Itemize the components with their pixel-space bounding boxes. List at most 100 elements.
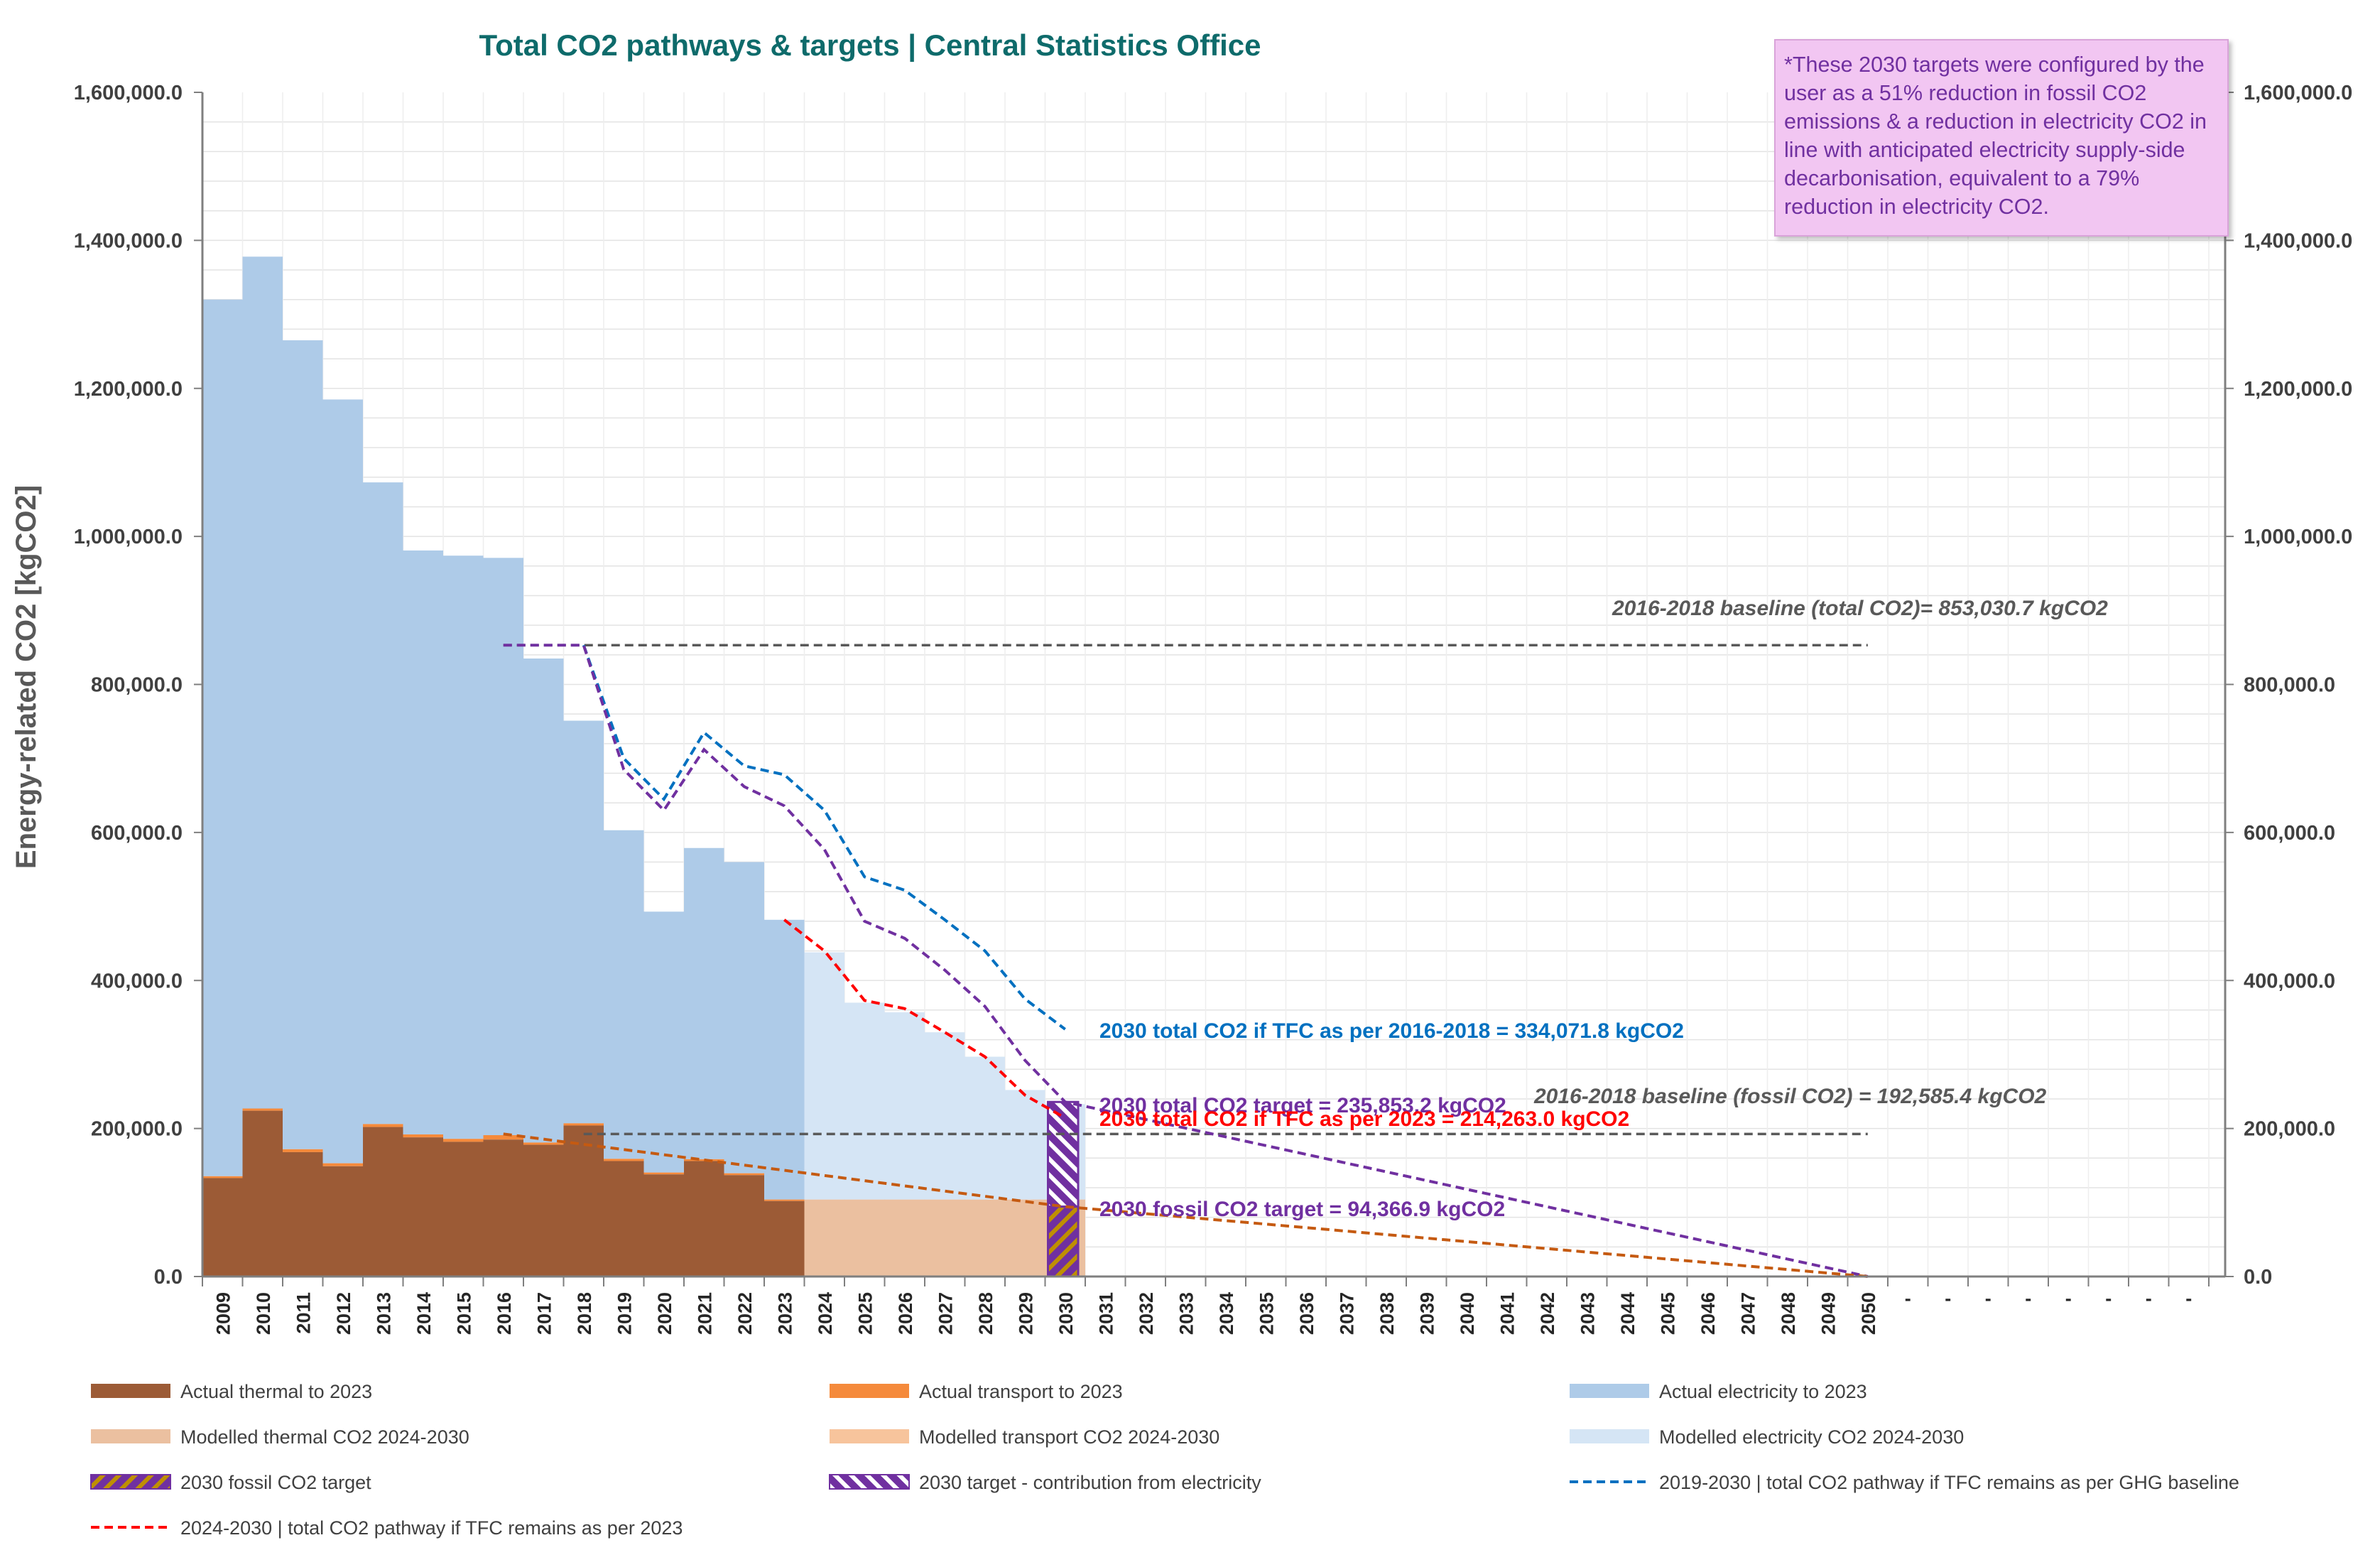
bar-actual-thermal xyxy=(563,1125,604,1277)
x-tick-label: 2044 xyxy=(1617,1292,1639,1335)
baseline-total-label: 2016-2018 baseline (total CO2)= 853,030.… xyxy=(1612,597,2108,620)
legend: Actual thermal to 2023 Actual transport t… xyxy=(90,1381,2239,1539)
bar-actual-transport xyxy=(443,1139,484,1142)
x-tick-label-empty: - xyxy=(2105,1288,2112,1309)
x-tick-label: 2036 xyxy=(1296,1292,1317,1335)
legend-swatch xyxy=(1570,1429,1649,1443)
bar-actual-transport xyxy=(684,1159,724,1161)
bar-modelled-electricity xyxy=(965,1056,1005,1200)
x-tick-label: 2045 xyxy=(1657,1292,1678,1335)
x-tick-label: 2028 xyxy=(975,1292,996,1335)
target-note: *These 2030 targets were configured by t… xyxy=(1774,39,2229,237)
x-tick-label: 2046 xyxy=(1697,1292,1719,1335)
legend-swatch-hatch xyxy=(90,1474,171,1490)
x-tick-label: 2013 xyxy=(373,1292,394,1335)
legend-label: Modelled electricity CO2 2024-2030 xyxy=(1659,1426,1964,1448)
x-tick-label: 2024 xyxy=(815,1292,836,1335)
legend-swatch xyxy=(91,1429,170,1443)
x-tick-label: 2021 xyxy=(694,1292,715,1335)
x-tick-label-empty: - xyxy=(2185,1288,2192,1309)
bar-actual-thermal xyxy=(283,1151,323,1277)
legend-swatch xyxy=(830,1429,909,1443)
legend-swatch xyxy=(1570,1384,1649,1398)
bar-actual-electricity xyxy=(202,299,243,1176)
x-tick-label: 2027 xyxy=(935,1292,956,1335)
y-tick-label: 0.0 xyxy=(154,1266,183,1289)
y-tick-label: 1,000,000.0 xyxy=(74,526,183,548)
x-tick-label: 2048 xyxy=(1778,1292,1799,1335)
bar-actual-electricity xyxy=(604,830,644,1159)
y-tick-label-right: 0.0 xyxy=(2244,1266,2272,1289)
bar-modelled-electricity xyxy=(925,1032,965,1200)
x-tick-label-empty: - xyxy=(1945,1288,1951,1309)
y-tick-label: 400,000.0 xyxy=(91,970,183,992)
legend-label: Actual thermal to 2023 xyxy=(180,1381,372,1402)
x-tick-label: 2031 xyxy=(1095,1292,1116,1335)
legend-swatch xyxy=(91,1384,170,1398)
annotation-2030-tfc-baseline: 2030 total CO2 if TFC as per 2016-2018 =… xyxy=(1099,1019,1684,1043)
bar-actual-transport xyxy=(724,1173,764,1176)
bar-actual-transport xyxy=(643,1172,684,1175)
x-tick-label: 2030 xyxy=(1055,1292,1077,1335)
x-tick-label-empty: - xyxy=(1905,1288,1911,1309)
x-tick-label: 2038 xyxy=(1376,1292,1398,1335)
bar-actual-transport xyxy=(283,1149,323,1152)
bar-actual-transport xyxy=(764,1199,805,1201)
x-tick-label: 2011 xyxy=(293,1292,314,1334)
y-tick-label-right: 1,400,000.0 xyxy=(2244,229,2352,252)
bar-actual-thermal xyxy=(764,1201,805,1277)
bar-actual-transport xyxy=(563,1123,604,1126)
x-tick-label: 2026 xyxy=(895,1292,916,1335)
x-tick-label-empty: - xyxy=(2025,1288,2031,1309)
x-tick-label: 2037 xyxy=(1336,1292,1357,1335)
bar-modelled-thermal xyxy=(804,1199,844,1277)
y-tick-label-right: 400,000.0 xyxy=(2244,970,2335,992)
y-tick-label: 200,000.0 xyxy=(91,1118,183,1141)
legend-label: 2024-2030 | total CO2 pathway if TFC rem… xyxy=(180,1517,683,1539)
bar-actual-transport xyxy=(363,1124,403,1127)
y-tick-label-right: 200,000.0 xyxy=(2244,1118,2335,1141)
bar-actual-transport xyxy=(322,1163,363,1166)
x-tick-label: 2040 xyxy=(1457,1292,1478,1335)
bar-modelled-thermal xyxy=(1005,1199,1045,1277)
x-tick-label: 2020 xyxy=(654,1292,675,1335)
legend-swatch xyxy=(830,1384,909,1398)
bar-modelled-electricity xyxy=(884,1012,925,1200)
x-tick-label: 2041 xyxy=(1496,1292,1518,1335)
annotation-2030-fossil-target: 2030 fossil CO2 target = 94,366.9 kgCO2 xyxy=(1099,1198,1505,1221)
y-tick-label: 1,200,000.0 xyxy=(74,378,183,401)
bar-actual-electricity xyxy=(643,911,684,1173)
x-tick-label: 2016 xyxy=(494,1292,515,1335)
bar-actual-thermal xyxy=(403,1137,443,1277)
x-tick-label: 2050 xyxy=(1858,1292,1879,1335)
legend-label: Actual electricity to 2023 xyxy=(1659,1381,1867,1402)
x-tick-label: 2042 xyxy=(1537,1292,1558,1335)
x-tick-label: 2032 xyxy=(1136,1292,1157,1335)
annotation-2030-tfc-2023: 2030 total CO2 if TFC as per 2023 = 214,… xyxy=(1099,1107,1629,1131)
x-tick-label-empty: - xyxy=(1985,1288,1992,1309)
bar-actual-electricity xyxy=(563,720,604,1124)
bar-actual-transport xyxy=(523,1142,564,1145)
y-tick-label: 600,000.0 xyxy=(91,822,183,845)
bar-actual-electricity xyxy=(684,847,724,1159)
legend-swatch-hatch xyxy=(829,1474,910,1490)
bar-modelled-electricity xyxy=(804,952,844,1200)
baseline-fossil-label: 2016-2018 baseline (fossil CO2) = 192,58… xyxy=(1533,1085,2047,1108)
x-tick-label: 2047 xyxy=(1737,1292,1759,1335)
bar-modelled-electricity xyxy=(1005,1090,1045,1200)
target-bar-fossil xyxy=(1047,1205,1080,1278)
x-tick-label: 2014 xyxy=(413,1292,435,1335)
pathway-target-line xyxy=(503,644,1869,1278)
x-tick-label: 2034 xyxy=(1216,1292,1237,1335)
x-tick-label: 2017 xyxy=(533,1292,555,1335)
x-tick-label: 2039 xyxy=(1416,1292,1438,1335)
y-axis-label: Energy-related CO2 [kgCO2] xyxy=(11,485,42,869)
bar-actual-transport xyxy=(403,1134,443,1138)
target-bar-electricity xyxy=(1047,1100,1080,1208)
x-tick-label: 2015 xyxy=(453,1292,474,1335)
bar-actual-electricity xyxy=(764,919,805,1200)
x-tick-label: 2035 xyxy=(1256,1292,1277,1335)
x-tick-label: 2049 xyxy=(1817,1292,1839,1335)
pathway-baseline-tfc-line xyxy=(582,644,1066,1031)
legend-label: 2030 target - contribution from electric… xyxy=(919,1472,1261,1493)
